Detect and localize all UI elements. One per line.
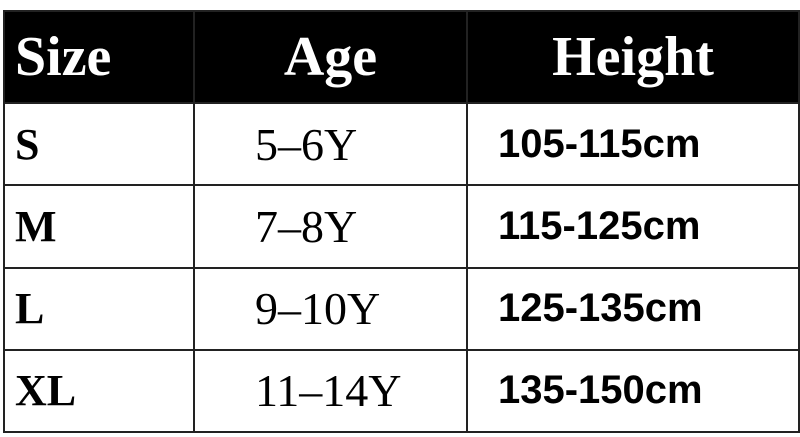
height-cell: 115-125cm [466, 184, 800, 269]
size-cell: L [3, 266, 195, 351]
size-cell: M [3, 184, 195, 269]
table-row: M 7–8Y 115-125cm [3, 184, 800, 269]
header-age: Age [193, 9, 468, 105]
age-cell: 7–8Y [193, 184, 468, 269]
age-cell: 5–6Y [193, 102, 468, 187]
header-size: Size [3, 9, 195, 105]
size-cell: XL [3, 348, 195, 434]
size-chart-table: Size Age Height S 5–6Y 105-115cm M 7–8Y … [3, 9, 800, 434]
height-cell: 135-150cm [466, 348, 800, 434]
height-cell: 105-115cm [466, 102, 800, 187]
header-row: Size Age Height [3, 9, 800, 105]
age-cell: 11–14Y [193, 348, 468, 434]
header-height: Height [466, 9, 800, 105]
table-row: S 5–6Y 105-115cm [3, 102, 800, 187]
size-cell: S [3, 102, 195, 187]
table-row: XL 11–14Y 135-150cm [3, 348, 800, 434]
height-cell: 125-135cm [466, 266, 800, 351]
table-row: L 9–10Y 125-135cm [3, 266, 800, 351]
age-cell: 9–10Y [193, 266, 468, 351]
